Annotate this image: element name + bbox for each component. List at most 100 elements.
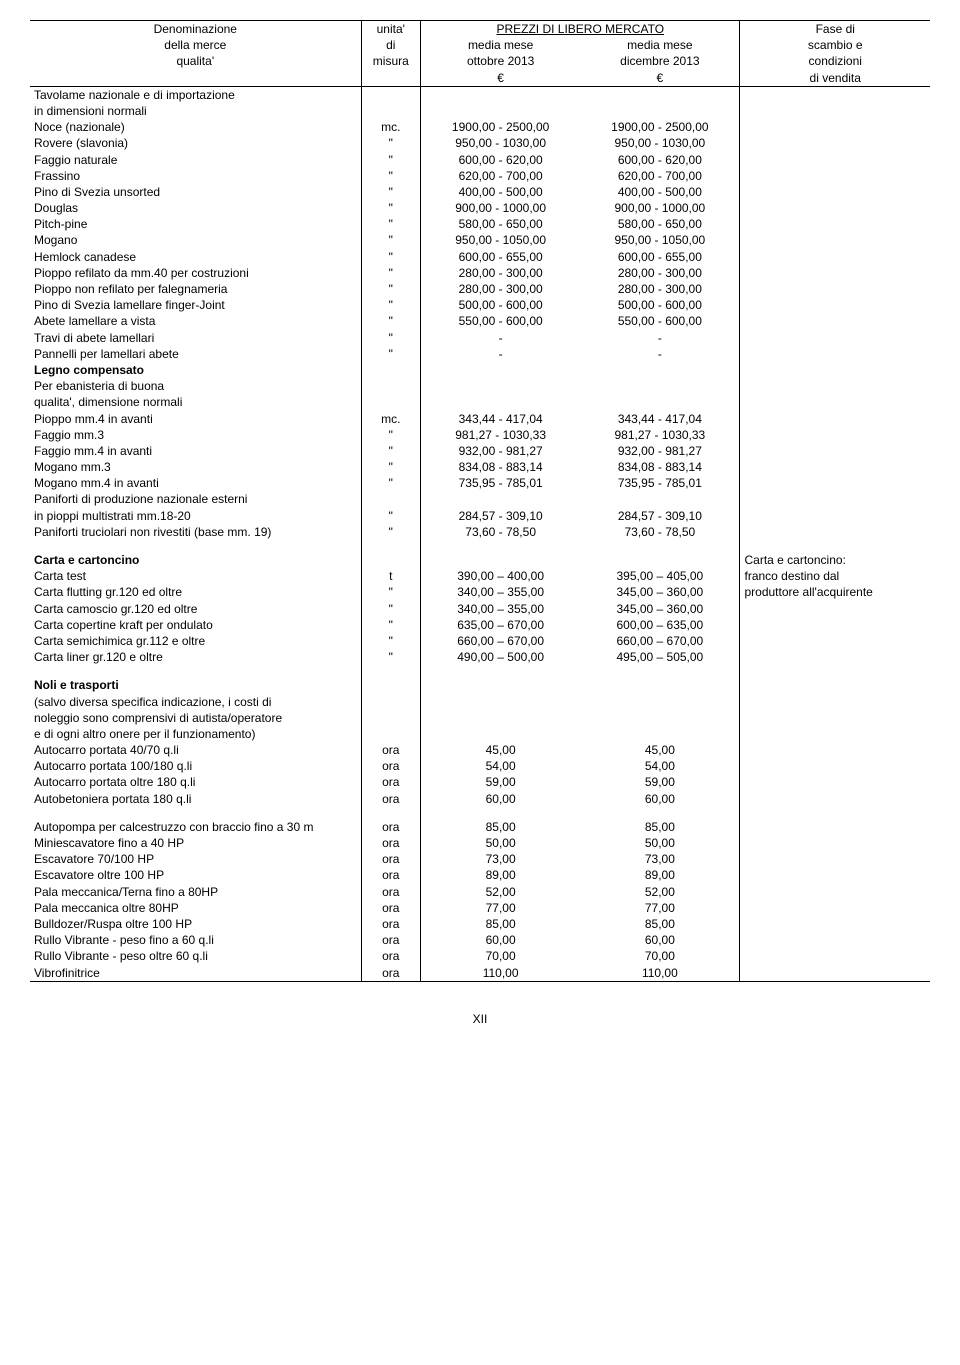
table-row: Escavatore 70/100 HPora73,0073,00 xyxy=(30,851,930,867)
s1-title: Legno compensato xyxy=(30,362,361,378)
row-price1: 950,00 - 1050,00 xyxy=(421,232,581,248)
row-price2: 73,60 - 78,50 xyxy=(580,524,740,540)
row-desc: Douglas xyxy=(30,200,361,216)
row-price2: 60,00 xyxy=(580,932,740,948)
row-price2: 52,00 xyxy=(580,884,740,900)
row-unit: ora xyxy=(361,965,420,981)
row-price1: 60,00 xyxy=(421,932,581,948)
row-note xyxy=(740,900,930,916)
row-note xyxy=(740,508,930,524)
row-price1: 59,00 xyxy=(421,774,581,790)
row-unit: " xyxy=(361,184,420,200)
row-price2: 343,44 - 417,04 xyxy=(580,411,740,427)
row-desc: Pino di Svezia lamellare finger-Joint xyxy=(30,297,361,313)
row-note xyxy=(740,216,930,232)
row-price2: 85,00 xyxy=(580,819,740,835)
table-row: Pioppo non refilato per falegnameria"280… xyxy=(30,281,930,297)
row-price1: 500,00 - 600,00 xyxy=(421,297,581,313)
hdr-p2-4: € xyxy=(580,70,740,87)
table-row: Mogano mm.3"834,08 - 883,14834,08 - 883,… xyxy=(30,459,930,475)
s3-sub1: (salvo diversa specifica indicazione, i … xyxy=(30,694,361,710)
table-row: Carta liner gr.120 e oltre"490,00 – 500,… xyxy=(30,649,930,665)
row-price1: 70,00 xyxy=(421,948,581,964)
table-row: Carta flutting gr.120 ed oltre"340,00 – … xyxy=(30,584,930,600)
row-price2: 950,00 - 1030,00 xyxy=(580,135,740,151)
row-desc: Autocarro portata 40/70 q.li xyxy=(30,742,361,758)
row-desc: Pino di Svezia unsorted xyxy=(30,184,361,200)
row-unit: ora xyxy=(361,851,420,867)
hdr-unit-3: misura xyxy=(361,53,420,69)
row-price1: 981,27 - 1030,33 xyxy=(421,427,581,443)
table-row: Vibrofinitriceora110,00110,00 xyxy=(30,965,930,981)
row-desc: Autobetoniera portata 180 q.li xyxy=(30,791,361,807)
row-unit: " xyxy=(361,617,420,633)
table-row: Carta semichimica gr.112 e oltre"660,00 … xyxy=(30,633,930,649)
row-unit: " xyxy=(361,649,420,665)
s0-title2: in dimensioni normali xyxy=(30,103,361,119)
table-row: Pitch-pine"580,00 - 650,00580,00 - 650,0… xyxy=(30,216,930,232)
s1-sub3: Paniforti di produzione nazionale estern… xyxy=(30,491,361,507)
row-unit: ora xyxy=(361,916,420,932)
hdr-unit-2: di xyxy=(361,37,420,53)
row-price2: 660,00 – 670,00 xyxy=(580,633,740,649)
row-desc: Carta copertine kraft per ondulato xyxy=(30,617,361,633)
hdr-unit-1: unita' xyxy=(361,21,420,38)
row-price1: 284,57 - 309,10 xyxy=(421,508,581,524)
row-price2: 400,00 - 500,00 xyxy=(580,184,740,200)
row-price2: 600,00 - 655,00 xyxy=(580,249,740,265)
row-unit: " xyxy=(361,475,420,491)
row-note xyxy=(740,152,930,168)
row-note xyxy=(740,524,930,540)
row-desc: Rullo Vibrante - peso fino a 60 q.li xyxy=(30,932,361,948)
table-row: Carta testt390,00 – 400,00395,00 – 405,0… xyxy=(30,568,930,584)
row-unit: mc. xyxy=(361,119,420,135)
row-price1: - xyxy=(421,330,581,346)
table-row: Rullo Vibrante - peso fino a 60 q.liora6… xyxy=(30,932,930,948)
row-price2: 54,00 xyxy=(580,758,740,774)
row-price1: 550,00 - 600,00 xyxy=(421,313,581,329)
row-desc: Carta camoscio gr.120 ed oltre xyxy=(30,601,361,617)
price-table: Denominazione unita' PREZZI DI LIBERO ME… xyxy=(30,20,930,982)
row-note: franco destino dal xyxy=(740,568,930,584)
row-note xyxy=(740,168,930,184)
row-price2: 950,00 - 1050,00 xyxy=(580,232,740,248)
hdr-desc-3: qualita' xyxy=(30,53,361,69)
row-unit: ora xyxy=(361,774,420,790)
row-note xyxy=(740,346,930,362)
row-unit: ora xyxy=(361,742,420,758)
hdr-p2-3: dicembre 2013 xyxy=(580,53,740,69)
row-price2: 932,00 - 981,27 xyxy=(580,443,740,459)
row-desc: Mogano mm.3 xyxy=(30,459,361,475)
row-desc: Paniforti truciolari non rivestiti (base… xyxy=(30,524,361,540)
s2-title: Carta e cartoncino xyxy=(30,552,361,568)
row-unit: " xyxy=(361,524,420,540)
row-note xyxy=(740,633,930,649)
row-unit: " xyxy=(361,508,420,524)
table-row: Autocarro portata 100/180 q.liora54,0054… xyxy=(30,758,930,774)
row-desc: Pala meccanica/Terna fino a 80HP xyxy=(30,884,361,900)
row-desc: Autocarro portata 100/180 q.li xyxy=(30,758,361,774)
row-note xyxy=(740,965,930,981)
row-unit: ora xyxy=(361,948,420,964)
table-row: Autocarro portata oltre 180 q.liora59,00… xyxy=(30,774,930,790)
row-unit: " xyxy=(361,459,420,475)
row-price1: 735,95 - 785,01 xyxy=(421,475,581,491)
row-desc: Pala meccanica oltre 80HP xyxy=(30,900,361,916)
row-desc: Noce (nazionale) xyxy=(30,119,361,135)
row-unit: " xyxy=(361,216,420,232)
row-desc: Faggio naturale xyxy=(30,152,361,168)
row-desc: Pioppo mm.4 in avanti xyxy=(30,411,361,427)
row-price1: 73,00 xyxy=(421,851,581,867)
row-desc: in pioppi multistrati mm.18-20 xyxy=(30,508,361,524)
hdr-note-1: Fase di xyxy=(740,21,930,38)
row-desc: Autopompa per calcestruzzo con braccio f… xyxy=(30,819,361,835)
row-unit: " xyxy=(361,427,420,443)
row-unit: " xyxy=(361,297,420,313)
row-desc: Pioppo non refilato per falegnameria xyxy=(30,281,361,297)
row-desc: Carta test xyxy=(30,568,361,584)
row-desc: Rullo Vibrante - peso oltre 60 q.li xyxy=(30,948,361,964)
row-unit: ora xyxy=(361,819,420,835)
row-note xyxy=(740,119,930,135)
row-unit: " xyxy=(361,265,420,281)
row-price2: 50,00 xyxy=(580,835,740,851)
